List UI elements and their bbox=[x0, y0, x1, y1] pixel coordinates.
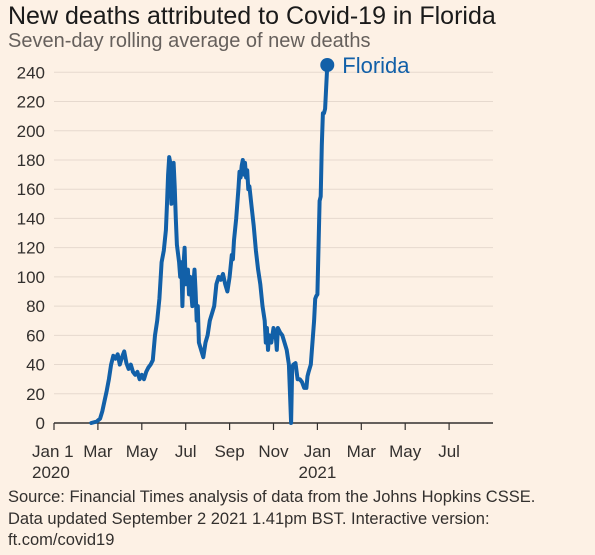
source-note: Source: Financial Times analysis of data… bbox=[8, 488, 536, 549]
y-tick-label: 240 bbox=[17, 63, 45, 82]
y-tick-label: 180 bbox=[17, 151, 45, 170]
y-tick-label: 80 bbox=[26, 297, 45, 316]
y-tick-label: 100 bbox=[17, 268, 45, 287]
chart-subtitle: Seven-day rolling average of new deaths bbox=[8, 30, 371, 52]
y-axis-ticks: 0 20 40 60 80 100 120 140 160 180 200 220 240 bbox=[17, 63, 45, 433]
y-tick-label: 220 bbox=[17, 93, 45, 112]
gridlines bbox=[54, 71, 493, 395]
y-tick-label: 0 bbox=[36, 414, 45, 433]
y-tick-label: 120 bbox=[17, 239, 45, 258]
x-tick-year-label: 2020 bbox=[32, 463, 70, 482]
y-tick-label: 60 bbox=[26, 326, 45, 345]
x-tick-label: Jul bbox=[175, 442, 197, 461]
chart-title: New deaths attributed to Covid-19 in Flo… bbox=[8, 2, 496, 30]
series-line-florida bbox=[89, 63, 330, 425]
x-tick-label: May bbox=[126, 442, 159, 461]
x-tick-year-label: 2021 bbox=[298, 463, 336, 482]
x-tick-label: Jan bbox=[304, 442, 331, 461]
x-tick-label: Jan 1 bbox=[32, 442, 74, 461]
x-tick-label: May bbox=[389, 442, 422, 461]
line-chart: 0 20 40 60 80 100 120 140 160 180 200 220 240 Jan 1 2… bbox=[17, 53, 493, 482]
series-label: Florida bbox=[342, 53, 410, 78]
x-tick-label: Mar bbox=[83, 442, 113, 461]
x-tick-label: Mar bbox=[347, 442, 377, 461]
series-end-marker bbox=[320, 58, 335, 72]
y-tick-label: 140 bbox=[17, 209, 45, 228]
y-tick-label: 20 bbox=[26, 385, 45, 404]
x-tick-label: Sep bbox=[214, 442, 244, 461]
y-tick-label: 160 bbox=[17, 180, 45, 199]
series-layer: Florida bbox=[89, 53, 410, 425]
x-axis: Jan 1 2020 Mar May Jul Sep Nov Jan 2021 Mar May Jul bbox=[32, 422, 493, 482]
y-tick-label: 200 bbox=[17, 122, 45, 141]
x-tick-label: Nov bbox=[258, 442, 289, 461]
x-tick-label: Jul bbox=[438, 442, 460, 461]
y-tick-label: 40 bbox=[26, 356, 45, 375]
